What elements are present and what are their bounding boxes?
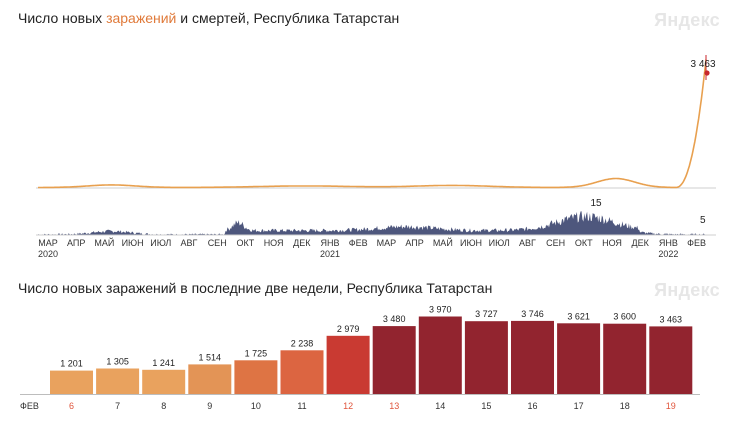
x-tick-label: 14 [435, 401, 445, 411]
bar [50, 370, 93, 394]
bar-value-label: 1 725 [245, 348, 268, 358]
month-tick-label: МАЙ [433, 237, 453, 248]
month-tick-label: ЯНВ [659, 238, 678, 248]
bar-value-label: 1 514 [199, 352, 222, 362]
bar [326, 335, 370, 394]
yandex-logo-bottom: Яндекс [654, 280, 720, 300]
x-tick-label: 17 [574, 401, 584, 411]
month-tick-label: АВГ [519, 238, 536, 248]
deaths-area [38, 211, 706, 235]
month-label-feb: ФЕВ [20, 401, 39, 411]
infections-deaths-chart: МАР АПР МАЙ ИЮН ИЮЛ АВГ СЕН ОКТ НОЯ ДЕК ЯНВ ФЕВ МАР А… [36, 55, 716, 259]
month-tick-label: МАР [38, 238, 58, 248]
month-tick-label: ЯНВ [320, 238, 339, 248]
bar-value-label: 1 305 [106, 357, 129, 367]
bar-value-label: 3 970 [429, 305, 452, 315]
chart1-title-post: и смертей, Республика Татарстан [176, 10, 400, 26]
bar-value-label: 3 480 [383, 314, 406, 324]
year-tick-label: 2022 [658, 249, 678, 259]
x-tick-label: 8 [161, 401, 166, 411]
x-tick-label: 13 [389, 401, 399, 411]
chart1-title-pre: Число новых [18, 10, 107, 26]
bar-value-label: 1 201 [60, 359, 83, 369]
bar [649, 326, 693, 394]
two-week-bar-chart: 1 201 1 305 1 241 1 514 1 725 2 238 2 979 3 480… [20, 305, 700, 411]
x-tick-label: 7 [115, 401, 120, 411]
deaths-peak-value-label: 15 [590, 198, 602, 209]
month-tick-label: ДЕК [293, 238, 311, 248]
bar-value-label: 3 727 [475, 309, 498, 319]
month-tick-label: ИЮЛ [489, 238, 510, 248]
month-tick-label: АПР [405, 238, 423, 248]
yandex-logo-top: Яндекс [654, 10, 720, 30]
bar-value-label: 2 979 [337, 324, 360, 334]
bar [418, 316, 462, 394]
infections-peak-marker [704, 70, 710, 76]
month-tick-label: ИЮЛ [150, 238, 171, 248]
bar [96, 368, 140, 394]
x-tick-label: 18 [620, 401, 630, 411]
bar [234, 360, 278, 394]
year-tick-label: 2020 [38, 249, 58, 259]
bar [464, 321, 508, 394]
x-tick-label: 15 [481, 401, 491, 411]
x-tick-label: 6 [69, 401, 74, 411]
bar [372, 326, 416, 394]
bar-value-label: 3 746 [521, 309, 544, 319]
bar [280, 350, 324, 394]
month-tick-label: ФЕВ [687, 238, 706, 248]
bar [142, 369, 186, 394]
month-tick-label: ИЮН [460, 238, 482, 248]
month-tick-label: НОЯ [264, 238, 284, 248]
x-tick-label: 19 [666, 401, 676, 411]
infections-line [38, 59, 707, 189]
month-tick-label: ОКТ [237, 238, 255, 248]
bar-value-label: 2 238 [291, 338, 314, 348]
bar-value-label: 1 241 [152, 358, 175, 368]
bar [603, 323, 647, 394]
deaths-last-value-label: 5 [700, 215, 706, 226]
month-tick-label: ФЕВ [349, 238, 368, 248]
month-tick-label: СЕН [546, 238, 565, 248]
month-tick-label: ИЮН [122, 238, 144, 248]
month-tick-label: АВГ [181, 238, 198, 248]
bar-value-label: 3 621 [567, 311, 590, 321]
x-tick-label: 11 [297, 401, 306, 411]
x-tick-label: 12 [343, 401, 353, 411]
bar-value-label: 3 463 [660, 314, 683, 324]
chart2-title: Число новых заражений в последние две не… [18, 280, 493, 296]
bar [188, 364, 232, 394]
x-tick-label: 10 [251, 401, 261, 411]
bar [557, 323, 601, 394]
month-tick-label: СЕН [208, 238, 227, 248]
x-tick-label: 16 [527, 401, 537, 411]
month-tick-label: ОКТ [575, 238, 593, 248]
year-tick-label: 2021 [320, 249, 340, 259]
month-tick-label: МАР [377, 238, 397, 248]
month-tick-label: НОЯ [602, 238, 622, 248]
chart1-title-highlight: заражений [106, 10, 177, 26]
month-tick-label: ДЕК [632, 238, 650, 248]
bar [511, 320, 554, 394]
chart1-title: Число новых заражений и смертей, Республ… [18, 10, 399, 26]
infections-last-value-label: 3 463 [690, 59, 715, 70]
x-tick-label: 9 [207, 401, 212, 411]
bar-value-label: 3 600 [613, 312, 636, 322]
month-tick-label: МАЙ [94, 237, 114, 248]
month-tick-label: АПР [67, 238, 85, 248]
